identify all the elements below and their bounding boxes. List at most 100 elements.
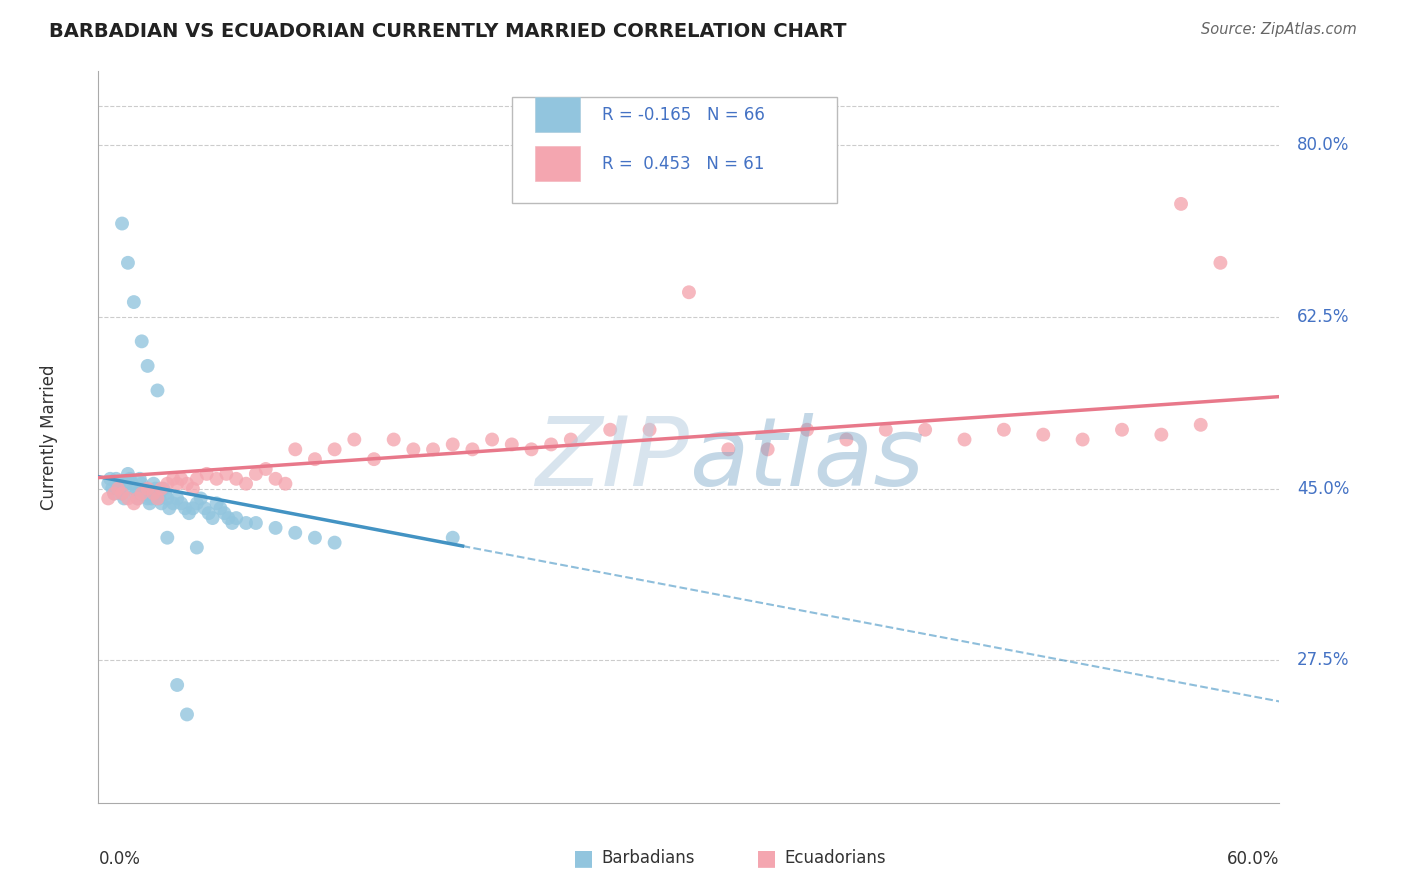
Point [111,486,134,500]
Point [117,491,139,506]
FancyBboxPatch shape [512,97,837,203]
FancyBboxPatch shape [536,97,581,132]
Point [274,476,297,491]
Point [166,491,188,506]
Point [127,491,149,506]
Text: Currently Married: Currently Married [39,364,58,510]
Point [215,467,238,481]
Point [520,442,543,457]
Point [150,482,173,496]
Point [254,462,277,476]
Point [501,437,523,451]
Point [136,491,159,506]
Point [131,334,153,349]
Point [201,511,224,525]
Text: 80.0%: 80.0% [1298,136,1350,154]
Point [835,433,858,447]
Point [170,472,193,486]
Point [304,531,326,545]
Text: R = -0.165   N = 66: R = -0.165 N = 66 [602,106,765,124]
Point [107,476,129,491]
Point [131,486,153,500]
Point [136,359,159,373]
Point [205,496,228,510]
Point [209,501,232,516]
Point [197,506,219,520]
Point [1032,427,1054,442]
Point [875,423,897,437]
Point [166,678,188,692]
Point [118,472,141,486]
Point [323,535,346,549]
Point [441,531,464,545]
Point [152,482,174,496]
Point [97,491,120,506]
Point [560,433,582,447]
Point [138,496,160,510]
Point [176,476,198,491]
Point [284,442,307,457]
Point [422,442,444,457]
Point [190,491,212,506]
Point [194,501,217,516]
Point [756,442,779,457]
Point [146,384,169,398]
Point [382,433,405,447]
Point [136,482,159,496]
Point [117,256,139,270]
Point [214,506,236,520]
Point [141,491,163,506]
Point [245,467,267,481]
Point [122,496,145,510]
Text: ZIP: ZIP [536,412,689,506]
Point [117,467,139,481]
Point [1150,427,1173,442]
Point [678,285,700,300]
Point [540,437,562,451]
Point [166,476,188,491]
Text: Ecuadorians: Ecuadorians [785,849,886,867]
Point [599,423,621,437]
Point [155,486,177,500]
Point [221,516,243,530]
Point [225,472,247,486]
FancyBboxPatch shape [536,146,581,181]
Text: atlas: atlas [689,412,924,506]
Point [146,486,169,500]
Point [264,472,287,486]
Point [162,496,184,510]
Point [142,476,165,491]
Point [146,491,169,506]
Point [363,452,385,467]
Text: Source: ZipAtlas.com: Source: ZipAtlas.com [1201,22,1357,37]
Text: 60.0%: 60.0% [1227,850,1279,868]
Point [235,476,257,491]
Point [174,501,197,516]
Point [122,295,145,310]
Point [156,476,179,491]
Point [1170,197,1192,211]
Point [148,491,170,506]
Point [186,496,208,510]
Point [217,511,239,525]
Text: Barbadians: Barbadians [602,849,696,867]
Point [181,482,204,496]
Point [181,501,204,516]
Point [162,472,184,486]
Point [142,486,165,500]
Point [125,486,148,500]
Point [135,486,157,500]
Point [343,433,366,447]
Point [103,486,125,500]
Point [461,442,484,457]
Point [993,423,1015,437]
Point [111,486,134,500]
Point [128,472,150,486]
Point [127,491,149,506]
Point [176,707,198,722]
Point [205,472,228,486]
Point [1209,256,1232,270]
Point [132,482,155,496]
Point [441,437,464,451]
Point [225,511,247,525]
